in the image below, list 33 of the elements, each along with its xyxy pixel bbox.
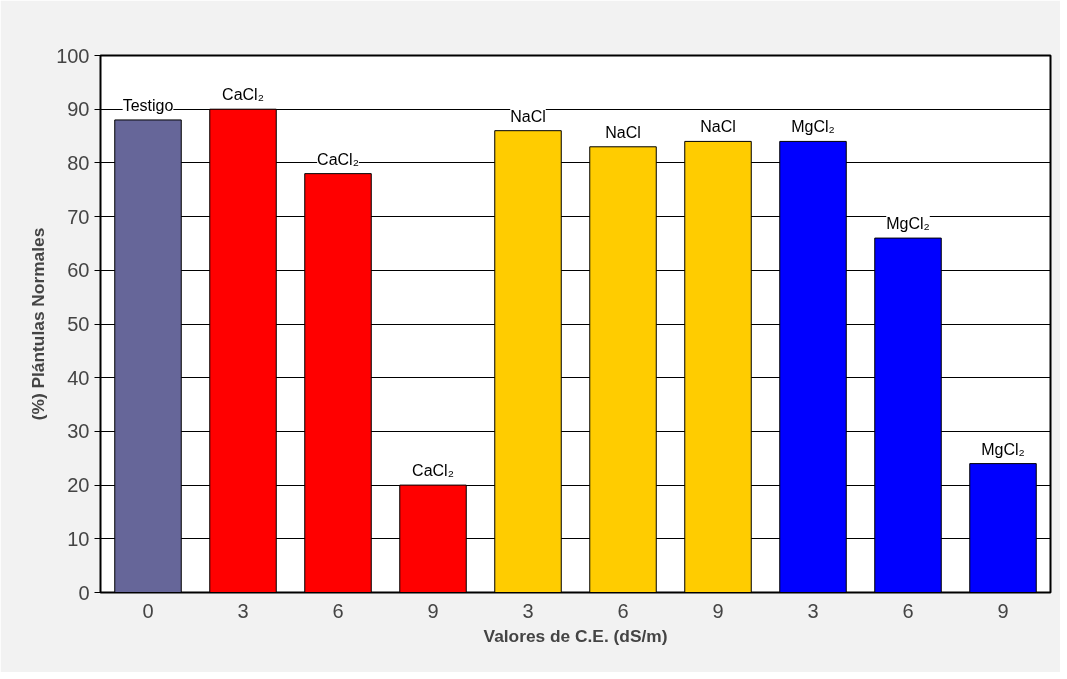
x-tick-label: 0	[142, 599, 154, 622]
y-tick-label: 60	[67, 259, 90, 282]
x-tick-label: 9	[427, 599, 439, 622]
data-label: CaCl₂	[412, 462, 454, 480]
y-tick-label: 100	[56, 44, 90, 67]
y-tick-label: 70	[67, 205, 90, 228]
x-tick-label: 3	[522, 599, 534, 622]
y-tick-label: 0	[78, 581, 90, 604]
y-tick-label: 90	[67, 98, 90, 121]
x-tick-label: 9	[997, 599, 1009, 622]
x-tick-label: 6	[902, 599, 914, 622]
x-tick-label: 3	[237, 599, 249, 622]
data-label: MgCl₂	[886, 215, 930, 233]
data-label: CaCl₂	[317, 150, 359, 168]
data-label: NaCl	[605, 123, 641, 141]
x-tick-label: 3	[807, 599, 819, 622]
x-tick-label: 6	[617, 599, 629, 622]
data-label: NaCl	[510, 107, 546, 125]
y-tick-label: 80	[67, 151, 90, 174]
x-tick-label: 9	[712, 599, 724, 622]
x-axis-title: Valores de C.E. (dS/m)	[483, 625, 668, 646]
data-label: MgCl₂	[791, 118, 835, 136]
y-tick-label: 30	[67, 420, 90, 443]
data-label: MgCl₂	[981, 440, 1025, 458]
data-label: CaCl₂	[222, 86, 264, 104]
y-tick-label: 40	[67, 366, 90, 389]
data-label: NaCl	[700, 118, 736, 136]
y-axis-title: (%) Plántulas Normales	[28, 227, 49, 421]
y-tick-label: 20	[67, 474, 90, 497]
y-tick-label: 50	[67, 313, 90, 335]
data-label: Testigo	[122, 96, 174, 114]
x-tick-label: 6	[332, 599, 344, 622]
y-tick-label: 10	[67, 527, 90, 550]
